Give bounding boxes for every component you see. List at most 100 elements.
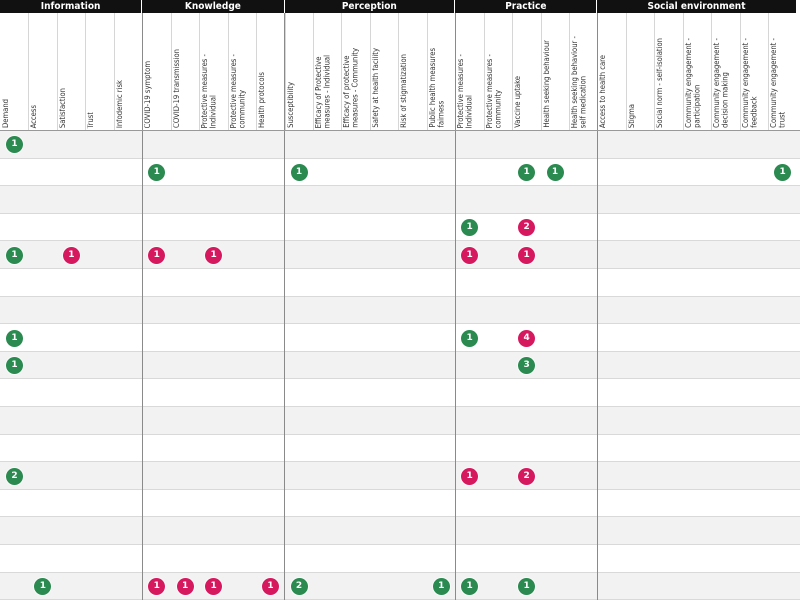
column-header: Protective measures - Individual — [199, 13, 227, 130]
table-row — [0, 379, 800, 407]
column-divider — [540, 13, 542, 130]
count-badge: 1 — [290, 163, 308, 181]
count-badge: 2 — [518, 219, 536, 237]
column-header: Access — [28, 13, 56, 130]
column-label: Access — [30, 104, 39, 128]
column-divider — [512, 13, 514, 130]
group-header: Perception — [284, 0, 455, 13]
count-badge: 1 — [6, 246, 23, 264]
column-label: Efficacy of protective measures - Commun… — [343, 48, 360, 128]
count-badge: 3 — [518, 357, 536, 375]
count-badge: 1 — [461, 246, 479, 264]
column-header: Access to health care — [597, 13, 625, 130]
column-header: Protective measures - community — [484, 13, 512, 130]
column-header: Community engagement - feedback — [740, 13, 768, 130]
count-badge: 1 — [6, 136, 23, 154]
table-row — [0, 324, 800, 352]
column-header: COVID-19 transmission — [171, 13, 199, 130]
column-divider — [142, 13, 144, 130]
header-divider — [0, 130, 800, 131]
table-row — [0, 159, 800, 187]
column-header: Risk of stigmatization — [398, 13, 426, 130]
table-row — [0, 490, 800, 518]
column-divider — [768, 13, 770, 130]
column-divider — [455, 13, 457, 130]
column-header: Community engagement - participation — [683, 13, 711, 130]
count-badge: 1 — [148, 246, 166, 264]
column-label: Health protocols — [258, 71, 267, 128]
column-header: Health seeking behaviour - self medicati… — [569, 13, 597, 130]
count-badge: 1 — [6, 357, 23, 375]
column-header: COVID-19 symptom — [142, 13, 170, 130]
column-divider — [256, 13, 258, 130]
column-divider — [113, 13, 115, 130]
count-badge: 1 — [518, 163, 536, 181]
column-header: Satisfaction — [57, 13, 85, 130]
column-divider — [170, 13, 172, 130]
count-badge: 2 — [6, 467, 23, 485]
column-label: Efficacy of Protective measures - Indivi… — [314, 54, 332, 128]
count-badge: 2 — [518, 467, 536, 485]
count-badge: 1 — [432, 577, 450, 595]
column-label: Health seeking behaviour - self medicati… — [571, 35, 588, 128]
column-label: COVID-19 symptom — [144, 60, 153, 128]
column-label: COVID-19 transmission — [172, 49, 181, 128]
column-header: Efficacy of Protective measures - Indivi… — [313, 13, 341, 130]
group-divider — [141, 13, 143, 600]
column-divider — [312, 13, 314, 130]
count-badge: 1 — [148, 577, 166, 595]
column-header: Stigma — [626, 13, 654, 130]
group-header: Knowledge — [142, 0, 284, 13]
table-row — [0, 214, 800, 242]
column-label: Public health measures fairness — [428, 48, 446, 128]
count-badge: 1 — [461, 467, 479, 485]
column-label: Access to health care — [599, 54, 608, 128]
table-row — [0, 572, 800, 600]
column-header: Infodemic risk — [114, 13, 142, 130]
table-row — [0, 241, 800, 269]
column-header: Safety at health facility — [370, 13, 398, 130]
count-badge: 1 — [518, 577, 536, 595]
column-label: Protective measures - community — [229, 53, 246, 128]
column-divider — [227, 13, 229, 130]
count-badge: 2 — [290, 577, 308, 595]
column-label: Health seeking behaviour — [542, 40, 551, 128]
column-label: Vaccine uptake — [514, 76, 523, 128]
group-divider — [454, 13, 456, 600]
column-header: Efficacy of protective measures - Commun… — [341, 13, 369, 130]
column-header: Protective measures - community — [228, 13, 256, 130]
column-divider — [711, 13, 713, 130]
count-badge: 1 — [774, 163, 792, 181]
count-badge: 1 — [546, 163, 564, 181]
column-divider — [85, 13, 87, 130]
column-label: Community engagement - feedback — [741, 38, 759, 128]
column-label: Protective measures - community — [485, 53, 503, 128]
column-label: Susceptibility — [286, 82, 295, 128]
count-badge: 1 — [205, 246, 223, 264]
table-row — [0, 186, 800, 214]
count-badge: 1 — [62, 246, 80, 264]
table-row — [0, 517, 800, 545]
column-divider — [569, 13, 570, 130]
count-badge: 1 — [148, 163, 166, 181]
count-badge: 1 — [262, 577, 280, 595]
column-header: Health protocols — [256, 13, 284, 130]
table-row — [0, 407, 800, 435]
column-header: Trust — [85, 13, 113, 130]
count-badge: 1 — [518, 246, 536, 264]
count-badge: 1 — [176, 577, 194, 595]
column-label: Satisfaction — [58, 87, 67, 128]
count-badge: 1 — [461, 329, 479, 347]
column-header: Public health measures fairness — [427, 13, 455, 130]
column-label: Community engagement - decision making — [713, 38, 730, 128]
table-row — [0, 462, 800, 490]
count-badge: 1 — [205, 577, 223, 595]
column-header: Susceptibility — [285, 13, 313, 130]
column-label: Risk of stigmatization — [400, 54, 409, 128]
column-divider — [625, 13, 627, 130]
column-header: Protective measures - Individual — [455, 13, 483, 130]
column-label: Protective measures - Individual — [457, 53, 474, 128]
column-label: Protective measures - Individual — [201, 53, 218, 128]
table-row — [0, 435, 800, 463]
